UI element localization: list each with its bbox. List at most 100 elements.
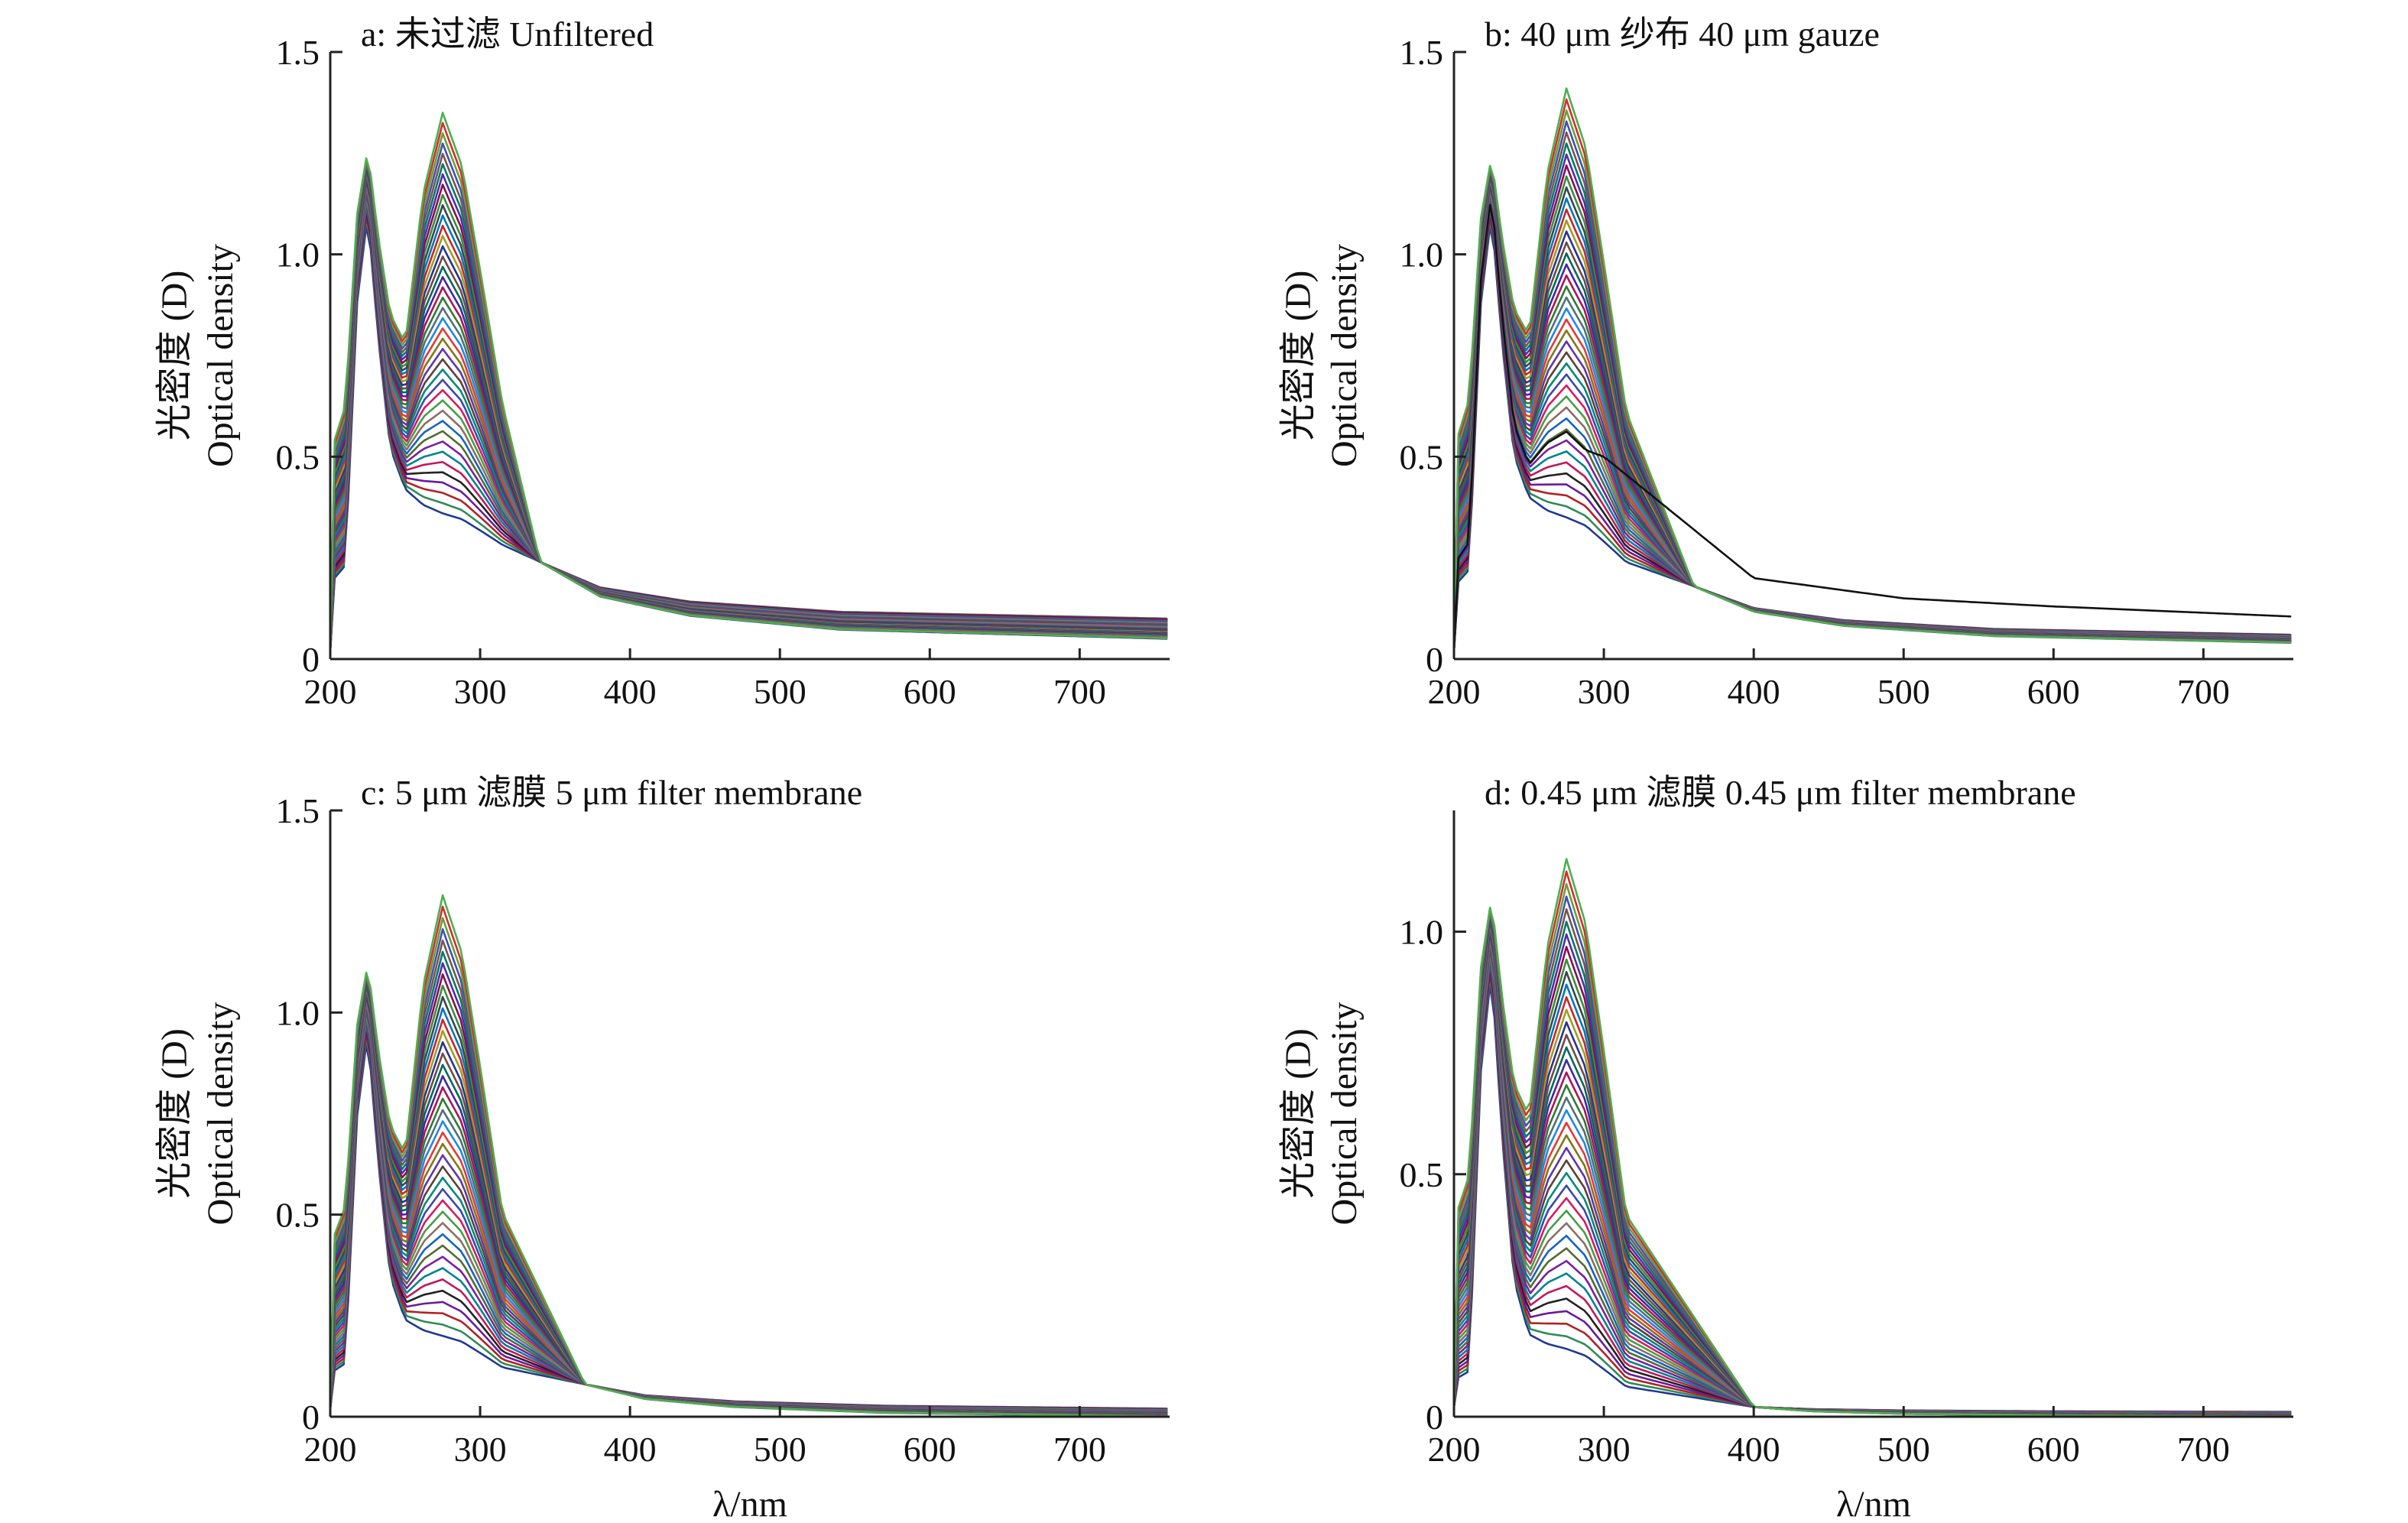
spectrum-line (329, 989, 1168, 1415)
panel-title: d: 0.45 μm 滤膜 0.45 μm filter membrane (1485, 773, 2076, 812)
spectrum-line (329, 152, 1168, 652)
spectrum-line (1452, 965, 2292, 1414)
x-tick-label: 400 (604, 672, 657, 711)
x-tick-label: 500 (754, 1430, 806, 1469)
spectrum-line (329, 164, 1168, 652)
y-axis-label-cn: 光密度 (D) (154, 271, 195, 441)
spectrum-line (1452, 983, 2292, 1418)
x-tick-label: 400 (604, 1430, 657, 1469)
spectrum-line (329, 917, 1168, 1417)
x-tick-label: 600 (2027, 672, 2080, 711)
spectrum-line (329, 986, 1168, 1415)
x-tick-label: 200 (1428, 672, 1481, 711)
y-tick-label: 1.5 (276, 791, 320, 830)
y-axis-label-en: Optical density (200, 1002, 241, 1226)
y-axis-label-en: Optical density (1324, 1002, 1365, 1226)
y-axis-label-en: Optical density (1324, 244, 1365, 467)
x-tick-label: 300 (1578, 672, 1631, 711)
panel-title: a: 未过滤 Unfiltered (361, 15, 654, 54)
series-group (1452, 87, 2292, 652)
x-tick-label: 300 (454, 672, 507, 711)
spectrum-line (329, 206, 1168, 652)
spectrum-line (329, 188, 1168, 652)
series-group (329, 894, 1168, 1418)
x-tick-label: 200 (304, 672, 357, 711)
panel-b: 200 300 400 500 600 700 0 0.5 1.0 1.5 b: 40 μm 纱布 … (1278, 15, 2293, 711)
spectrum-line (1452, 87, 2292, 652)
spectrum-line-outlier (1452, 203, 2292, 652)
spectrum-line (329, 198, 1168, 652)
x-tick-label: 400 (1728, 1430, 1780, 1469)
x-tick-label: 600 (2027, 1430, 2080, 1469)
panel-c: 200 300 400 500 600 700 0 0.5 1.0 1.5 c: 5 μm 滤膜 5… (154, 773, 1170, 1523)
x-tick-label: 700 (2177, 1430, 2230, 1469)
spectrum-line (1452, 181, 2292, 652)
spectrum-line (1452, 951, 2292, 1414)
spectrum-line (1452, 955, 2292, 1414)
y-tick-label: 0.5 (276, 437, 320, 476)
spectrum-line (1452, 183, 2292, 652)
spectrum-line (1452, 219, 2292, 652)
spectrum-line (329, 200, 1168, 652)
spectrum-line (329, 1013, 1168, 1412)
x-tick-label: 600 (904, 672, 956, 711)
spectrum-line (329, 142, 1168, 652)
x-tick-label: 500 (754, 672, 806, 711)
y-axis-label-en: Optical density (200, 244, 241, 467)
spectrum-line (329, 185, 1168, 652)
spectrum-line (1452, 195, 2292, 652)
x-tick-label: 700 (1053, 672, 1106, 711)
x-tick-label: 500 (1877, 672, 1930, 711)
spectrum-line (1452, 206, 2292, 652)
x-tick-label: 300 (1578, 1430, 1631, 1469)
panel-title: b: 40 μm 纱布 40 μm gauze (1485, 15, 1880, 54)
panel-title: c: 5 μm 滤膜 5 μm filter membrane (361, 773, 862, 812)
y-axis-label-cn: 光密度 (D) (154, 1028, 195, 1199)
spectrum-line (329, 190, 1168, 652)
x-tick-label: 700 (1053, 1430, 1106, 1469)
spectrum-line (1452, 883, 2292, 1417)
spectrum-line (329, 988, 1168, 1415)
x-tick-label: 200 (304, 1430, 357, 1469)
panel-a: 200 300 400 500 600 700 0 0.5 1.0 1.5 a: 未过滤 Unfil… (154, 15, 1170, 711)
y-tick-label: 0 (1426, 1398, 1443, 1437)
x-tick-label: 600 (904, 1430, 956, 1469)
x-tick-label: 400 (1728, 672, 1780, 711)
spectrum-line (329, 1011, 1168, 1412)
x-axis-label: λ/nm (1836, 1484, 1911, 1523)
spectrum-line (329, 187, 1168, 652)
spectrum-line (329, 986, 1168, 1415)
spectrum-line (329, 962, 1168, 1417)
spectrum-line (1452, 205, 2292, 652)
spectrum-line (1452, 186, 2292, 652)
spectrum-line (329, 1004, 1168, 1413)
spectrum-line (329, 112, 1168, 652)
spectrum-line (1452, 196, 2292, 652)
spectrum-line (1452, 182, 2292, 652)
x-tick-label: 500 (1877, 1430, 1930, 1469)
y-tick-label: 1.0 (276, 235, 320, 274)
spectrum-line (329, 196, 1168, 652)
spectrum-line (329, 163, 1168, 652)
y-tick-label: 1.0 (1400, 235, 1444, 274)
y-tick-label: 1.0 (276, 993, 320, 1032)
y-tick-label: 0.5 (1400, 1155, 1444, 1194)
spectrum-line (1452, 198, 2292, 652)
panel-d: 200 300 400 500 600 700 0 0.5 1.0 d: 0.45 μm 滤膜 0… (1278, 773, 2293, 1523)
spectrum-line (1452, 98, 2292, 652)
spectrum-line (329, 167, 1168, 652)
spectrum-line (329, 165, 1168, 652)
spectrum-line (329, 991, 1168, 1414)
spectrum-line (329, 1026, 1168, 1411)
spectrum-line (329, 939, 1168, 1417)
spectrum-line (1452, 957, 2292, 1414)
spectrum-line (329, 1002, 1168, 1413)
spectrum-line (329, 178, 1168, 652)
y-tick-label: 0 (1426, 640, 1443, 679)
spectrum-line (329, 1015, 1168, 1411)
spectrum-line (1452, 913, 2292, 1417)
x-tick-label: 300 (454, 1430, 507, 1469)
spectrum-line (329, 218, 1168, 652)
spectrum-line (1452, 177, 2292, 652)
y-tick-label: 1.0 (1400, 913, 1444, 952)
